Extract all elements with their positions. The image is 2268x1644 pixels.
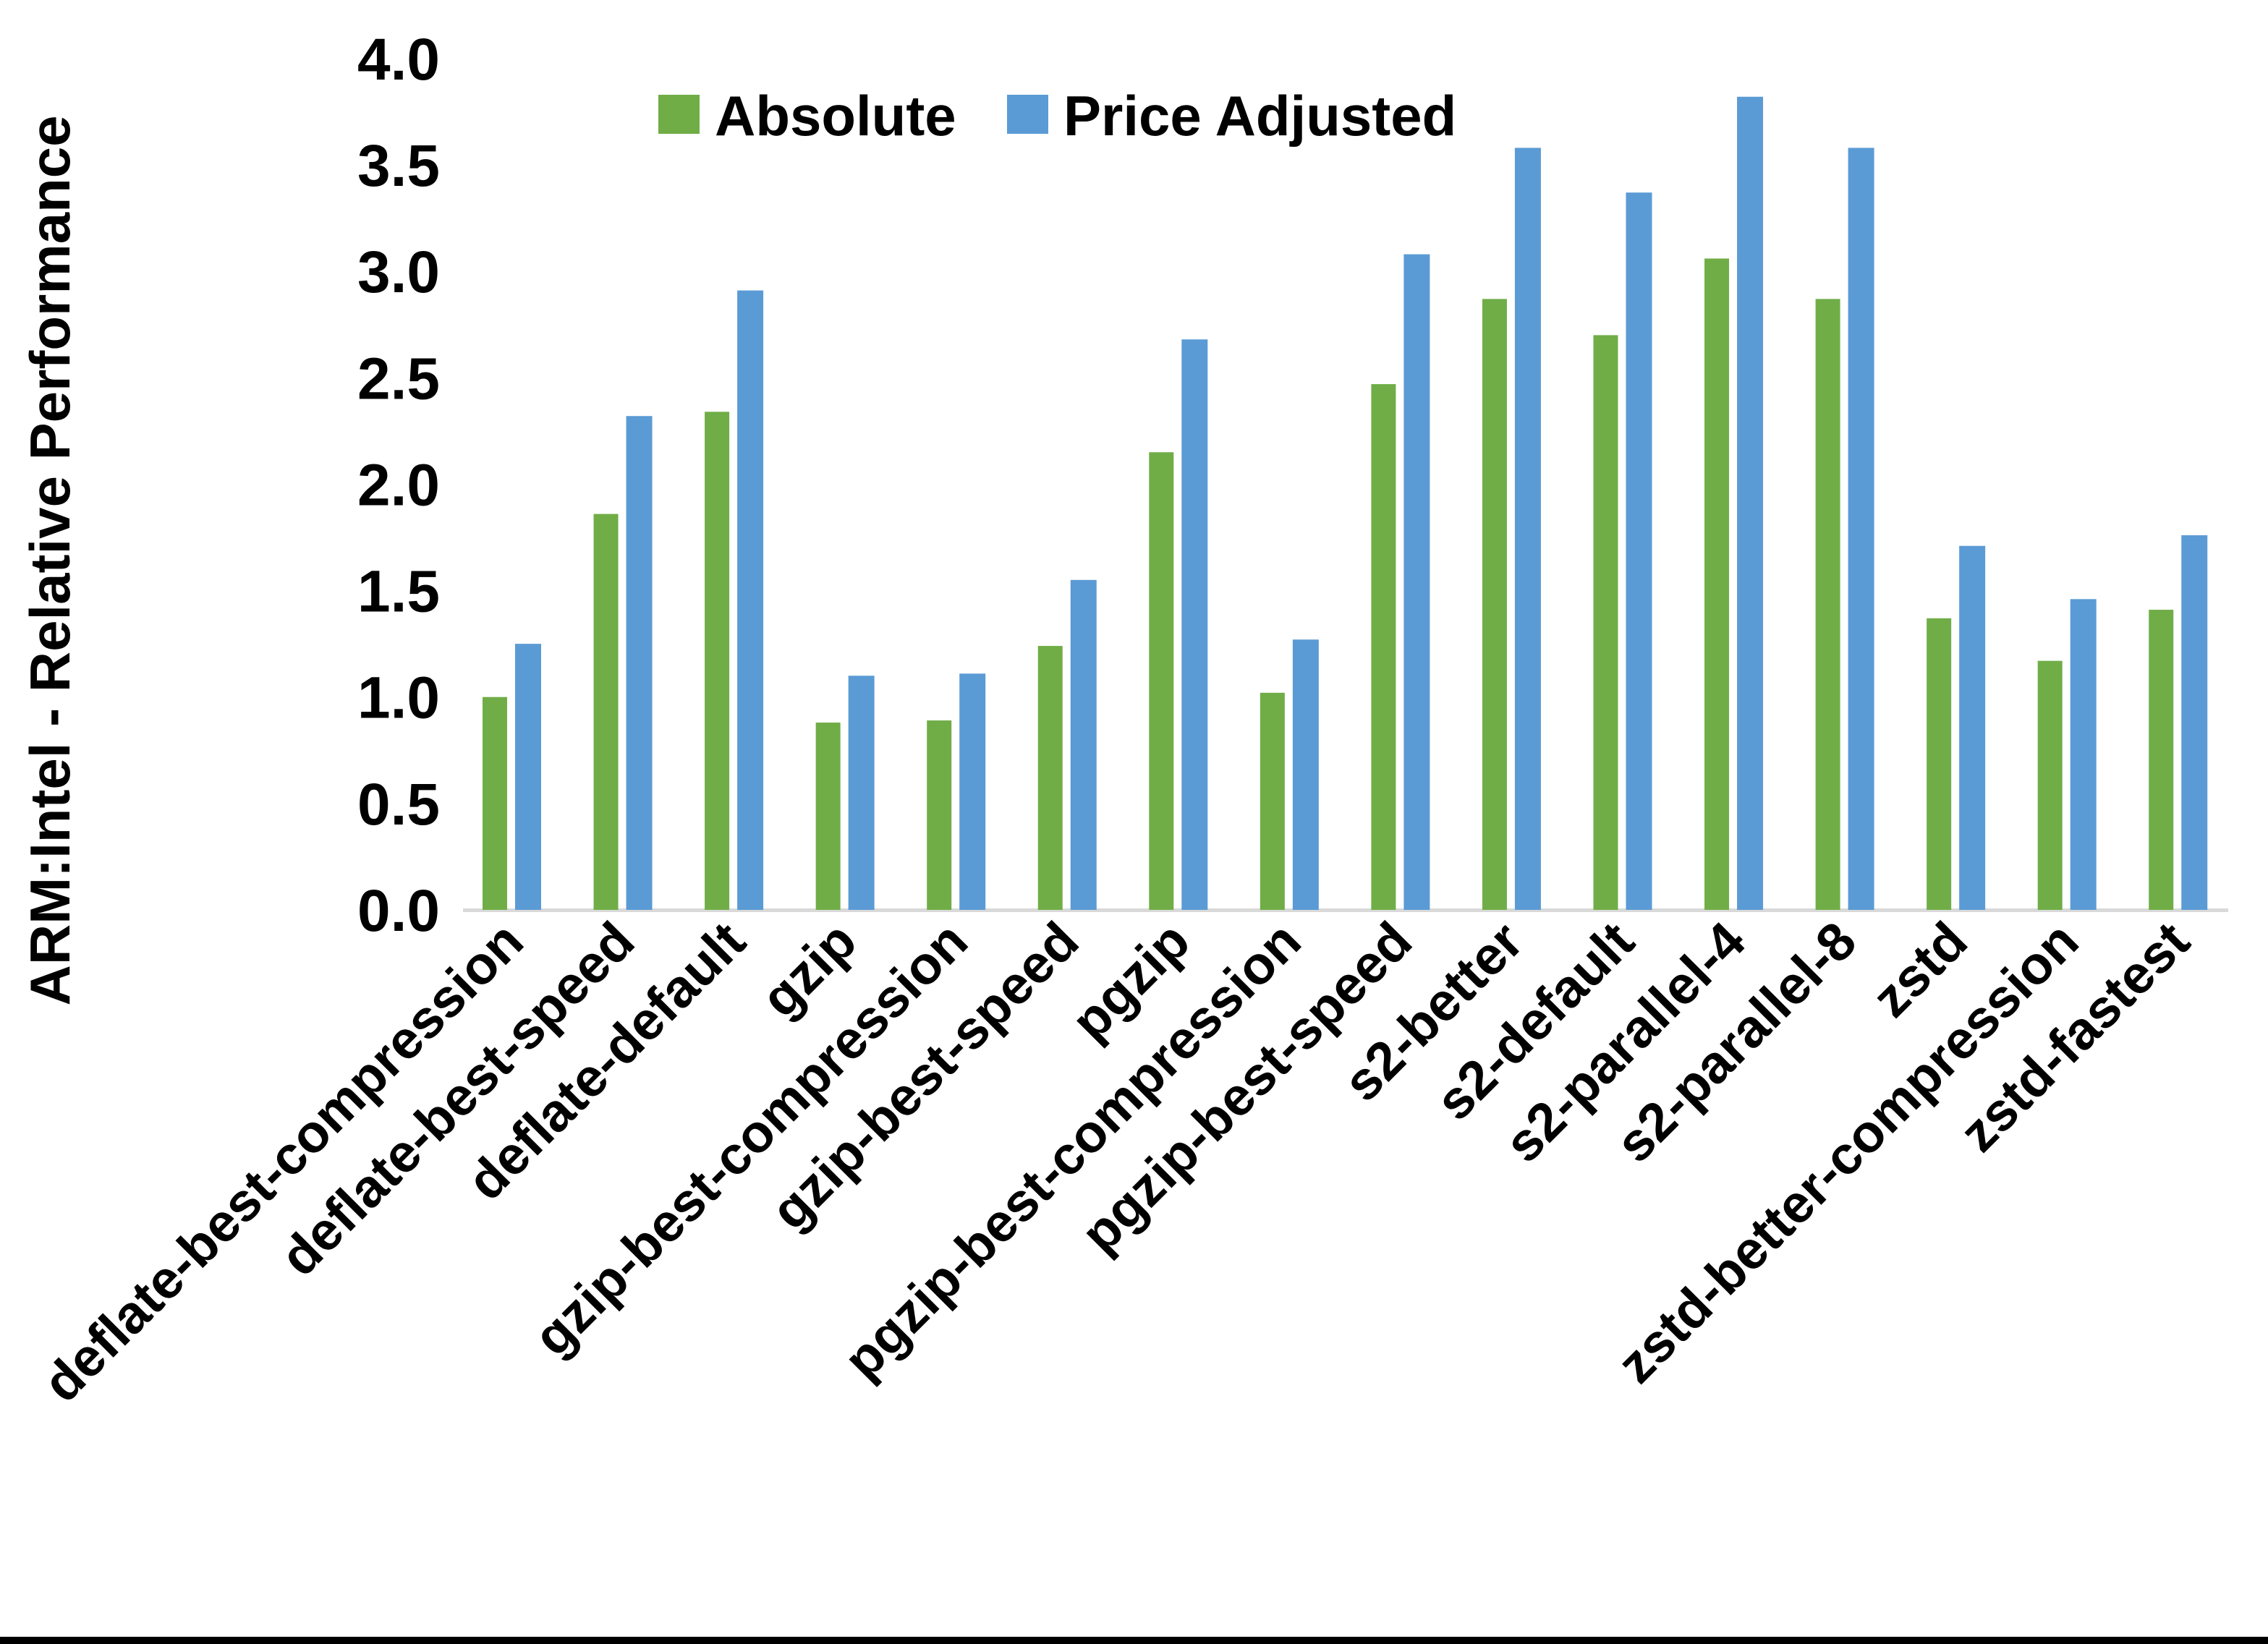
bar-price-adjusted-gzip-best-compression [959,673,986,910]
y-tick-label-2.0: 2.0 [357,452,440,518]
bar-price-adjusted-gzip-best-speed [1070,579,1097,910]
bar-price-adjusted-pgzip-best-speed [1403,254,1430,910]
y-tick-label-3.0: 3.0 [357,239,440,305]
bar-absolute-s2-default [1593,335,1618,910]
bar-absolute-pgzip-best-speed [1371,384,1396,910]
y-axis-title: ARM:Intel - Relative Performance [18,116,82,1006]
y-tick-label-3.5: 3.5 [357,133,440,199]
bar-absolute-s2-better [1482,299,1507,910]
y-tick-label-1.0: 1.0 [357,665,440,731]
y-tick-label-2.5: 2.5 [357,346,440,412]
figure-bottom-border [0,1637,2268,1644]
legend-swatch-price-adjusted [1007,95,1048,134]
bar-price-adjusted-zstd-fastest [2181,535,2208,910]
bar-absolute-s2-parallel-8 [1815,299,1840,910]
bar-absolute-gzip-best-speed [1037,646,1063,910]
legend-label-price-adjusted: Price Adjusted [1063,84,1456,148]
bar-absolute-zstd [1927,618,1952,910]
bar-price-adjusted-deflate-default [737,290,764,910]
bar-absolute-zstd-fastest [2149,610,2174,910]
bar-price-adjusted-zstd [1959,545,1986,910]
bar-absolute-deflate-best-compression [483,697,507,910]
y-tick-label-0.5: 0.5 [357,772,440,838]
bar-price-adjusted-pgzip [1181,339,1208,910]
x-axis-baseline [463,908,2228,912]
bar-price-adjusted-s2-better [1514,148,1541,910]
bar-price-adjusted-zstd-better-compression [2070,599,2097,910]
bar-price-adjusted-deflate-best-speed [626,416,653,910]
bar-absolute-s2-parallel-4 [1704,258,1730,910]
y-tick-label-0.0: 0.0 [357,878,440,944]
bar-absolute-deflate-default [705,412,730,910]
bar-price-adjusted-gzip [848,676,875,910]
bar-absolute-zstd-better-compression [2037,660,2063,910]
bar-price-adjusted-deflate-best-compression [515,644,541,910]
bar-price-adjusted-s2-default [1626,192,1652,911]
legend-swatch-absolute [658,95,700,134]
bar-absolute-pgzip [1149,452,1174,910]
bar-absolute-pgzip-best-compression [1260,692,1285,910]
legend-label-absolute: Absolute [715,84,956,148]
bar-price-adjusted-pgzip-best-compression [1292,639,1319,910]
bar-absolute-deflate-best-speed [593,514,619,910]
bar-price-adjusted-s2-parallel-4 [1737,96,1764,910]
y-tick-label-1.5: 1.5 [357,559,440,625]
bar-absolute-gzip-best-compression [927,720,952,910]
bar-absolute-gzip [815,723,841,910]
bar-price-adjusted-s2-parallel-8 [1848,148,1874,910]
y-tick-label-4.0: 4.0 [357,27,440,93]
